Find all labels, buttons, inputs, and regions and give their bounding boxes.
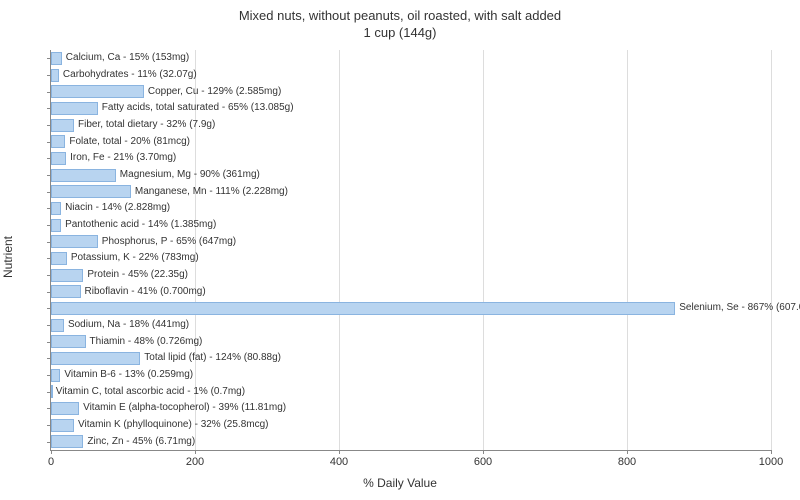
nutrient-label: Vitamin C, total ascorbic acid - 1% (0.7… xyxy=(56,387,245,397)
xtick-label: 1000 xyxy=(759,456,783,468)
xtick-mark xyxy=(339,450,340,454)
xtick-label: 0 xyxy=(48,456,54,468)
ytick-mark xyxy=(47,375,51,376)
nutrient-label: Calcium, Ca - 15% (153mg) xyxy=(66,53,189,63)
nutrient-bar xyxy=(51,152,66,165)
ytick-mark xyxy=(47,192,51,193)
xtick-mark xyxy=(771,450,772,454)
ytick-mark xyxy=(47,275,51,276)
nutrient-bar xyxy=(51,352,140,365)
nutrient-bar xyxy=(51,185,131,198)
nutrient-bar xyxy=(51,135,65,148)
xtick-label: 400 xyxy=(330,456,348,468)
nutrient-label: Total lipid (fat) - 124% (80.88g) xyxy=(144,353,281,363)
plot-area: 02004006008001000Calcium, Ca - 15% (153m… xyxy=(50,50,771,451)
nutrient-bar xyxy=(51,252,67,265)
y-axis-label: Nutrient xyxy=(1,236,15,278)
nutrient-bar xyxy=(51,219,61,232)
ytick-mark xyxy=(47,425,51,426)
ytick-mark xyxy=(47,108,51,109)
ytick-mark xyxy=(47,92,51,93)
nutrient-label: Carbohydrates - 11% (32.07g) xyxy=(63,70,197,80)
nutrient-label: Fatty acids, total saturated - 65% (13.0… xyxy=(102,103,294,113)
nutrient-label: Thiamin - 48% (0.726mg) xyxy=(90,337,203,347)
nutrient-label: Riboflavin - 41% (0.700mg) xyxy=(85,287,206,297)
nutrient-label: Vitamin E (alpha-tocopherol) - 39% (11.8… xyxy=(83,403,286,413)
xtick-mark xyxy=(627,450,628,454)
ytick-mark xyxy=(47,158,51,159)
gridline xyxy=(771,50,772,450)
nutrient-chart: Mixed nuts, without peanuts, oil roasted… xyxy=(0,0,800,500)
nutrient-label: Manganese, Mn - 111% (2.228mg) xyxy=(135,187,288,197)
nutrient-bar xyxy=(51,235,98,248)
xtick-label: 600 xyxy=(474,456,492,468)
nutrient-label: Selenium, Se - 867% (607.0mcg) xyxy=(679,303,800,313)
nutrient-bar xyxy=(51,369,60,382)
nutrient-label: Niacin - 14% (2.828mg) xyxy=(65,203,170,213)
nutrient-label: Pantothenic acid - 14% (1.385mg) xyxy=(65,220,216,230)
ytick-mark xyxy=(47,325,51,326)
nutrient-label: Phosphorus, P - 65% (647mg) xyxy=(102,237,236,247)
ytick-mark xyxy=(47,442,51,443)
ytick-mark xyxy=(47,58,51,59)
xtick-mark xyxy=(483,450,484,454)
ytick-mark xyxy=(47,125,51,126)
title-line-2: 1 cup (144g) xyxy=(364,25,437,40)
nutrient-bar xyxy=(51,102,98,115)
nutrient-label: Zinc, Zn - 45% (6.71mg) xyxy=(87,437,195,447)
ytick-mark xyxy=(47,258,51,259)
nutrient-bar xyxy=(51,302,675,315)
ytick-mark xyxy=(47,242,51,243)
ytick-mark xyxy=(47,142,51,143)
nutrient-bar xyxy=(51,319,64,332)
nutrient-label: Sodium, Na - 18% (441mg) xyxy=(68,320,189,330)
nutrient-bar xyxy=(51,52,62,65)
xtick-label: 800 xyxy=(618,456,636,468)
xtick-label: 200 xyxy=(186,456,204,468)
nutrient-bar xyxy=(51,402,79,415)
nutrient-label: Fiber, total dietary - 32% (7.9g) xyxy=(78,120,215,130)
ytick-mark xyxy=(47,392,51,393)
nutrient-label: Folate, total - 20% (81mcg) xyxy=(69,137,190,147)
gridline xyxy=(627,50,628,450)
ytick-mark xyxy=(47,175,51,176)
xtick-mark xyxy=(195,450,196,454)
gridline xyxy=(483,50,484,450)
x-axis-label: % Daily Value xyxy=(363,476,437,490)
nutrient-bar xyxy=(51,435,83,448)
title-line-1: Mixed nuts, without peanuts, oil roasted… xyxy=(239,8,561,23)
ytick-mark xyxy=(47,358,51,359)
nutrient-label: Protein - 45% (22.35g) xyxy=(87,270,188,280)
nutrient-label: Potassium, K - 22% (783mg) xyxy=(71,253,199,263)
nutrient-bar xyxy=(51,202,61,215)
ytick-mark xyxy=(47,292,51,293)
ytick-mark xyxy=(47,308,51,309)
nutrient-bar xyxy=(51,419,74,432)
ytick-mark xyxy=(47,75,51,76)
nutrient-label: Vitamin K (phylloquinone) - 32% (25.8mcg… xyxy=(78,420,268,430)
nutrient-bar xyxy=(51,69,59,82)
ytick-mark xyxy=(47,208,51,209)
nutrient-bar xyxy=(51,385,53,398)
nutrient-bar xyxy=(51,335,86,348)
ytick-mark xyxy=(47,342,51,343)
nutrient-bar xyxy=(51,169,116,182)
nutrient-bar xyxy=(51,269,83,282)
nutrient-label: Iron, Fe - 21% (3.70mg) xyxy=(70,153,176,163)
xtick-mark xyxy=(51,450,52,454)
nutrient-bar xyxy=(51,119,74,132)
ytick-mark xyxy=(47,408,51,409)
nutrient-label: Vitamin B-6 - 13% (0.259mg) xyxy=(64,370,193,380)
ytick-mark xyxy=(47,225,51,226)
nutrient-bar xyxy=(51,85,144,98)
chart-title: Mixed nuts, without peanuts, oil roasted… xyxy=(0,0,800,42)
nutrient-label: Magnesium, Mg - 90% (361mg) xyxy=(120,170,260,180)
gridline xyxy=(339,50,340,450)
nutrient-bar xyxy=(51,285,81,298)
nutrient-label: Copper, Cu - 129% (2.585mg) xyxy=(148,87,281,97)
